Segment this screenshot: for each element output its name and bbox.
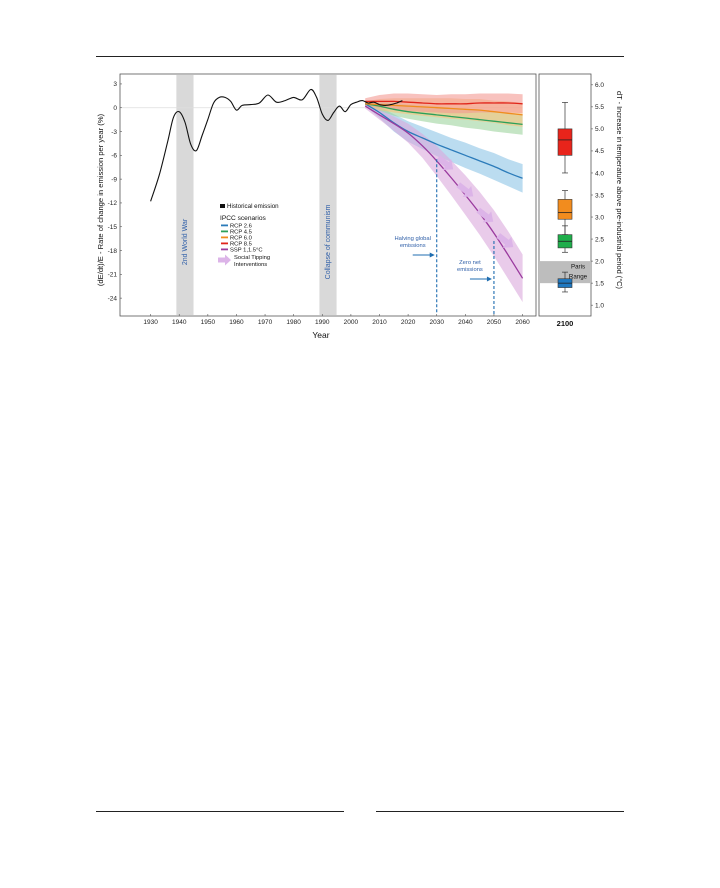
y-tick-label-8: -21	[108, 272, 118, 279]
halving-label-line2: emissions	[400, 243, 426, 249]
x-tick-label-0: 1930	[143, 319, 158, 326]
y-tick-label-3: -6	[111, 153, 117, 160]
temp-tick-label-6: 4.0	[595, 170, 604, 177]
box-0	[557, 102, 573, 174]
legend-swatch-0	[221, 224, 228, 227]
x-tick-label-5: 1980	[286, 319, 301, 326]
emissions-temperature-figure: 2nd World War Collapse of communism Halvi…	[96, 73, 624, 340]
tipping-arrow-3	[496, 233, 514, 248]
x-tick-label-6: 1990	[315, 319, 330, 326]
legend-tipping-label-2: Interventions	[234, 262, 267, 268]
temp-tick-label-8: 5.0	[595, 126, 604, 133]
legend-swatch-2	[221, 236, 228, 239]
legend-tipping-arrow	[218, 254, 231, 266]
shaded-period-1	[319, 75, 337, 315]
legend-label-3: RCP 8.5	[230, 242, 252, 248]
temp-tick-label-4: 3.0	[595, 214, 604, 221]
temp-tick-label-5: 3.5	[595, 192, 604, 199]
legend-swatch-4	[221, 248, 228, 251]
legend-swatch-1	[221, 230, 228, 233]
temp-tick-label-0: 1.0	[595, 302, 604, 309]
scenario-line-2	[365, 103, 523, 116]
zero-net-label-line2: emissions	[457, 267, 483, 273]
right-panel-x-label: 2100	[557, 319, 574, 328]
legend-scenarios-title: IPCC scenarios	[220, 215, 267, 222]
temp-tick-label-9: 5.5	[595, 104, 604, 111]
tipping-arrow-0	[436, 155, 454, 171]
y-tick-label-6: -15	[108, 224, 118, 231]
y-tick-label-2: -3	[111, 129, 117, 136]
y-tick-label-5: -12	[108, 200, 118, 207]
historical-emission-line	[150, 88, 403, 202]
box-3	[557, 271, 573, 293]
temp-tick-label-2: 2.0	[595, 258, 604, 265]
y-tick-label-0: 3	[113, 81, 117, 88]
right-y-axis-title: dT - Increase in temperature above pre-i…	[615, 91, 624, 289]
legend-swatch-3	[221, 242, 228, 245]
x-tick-label-11: 2040	[458, 319, 473, 326]
header-rule	[96, 56, 624, 57]
x-tick-label-12: 2050	[487, 319, 502, 326]
legend-label-4: SSP 1,1.5°C	[230, 248, 263, 254]
footer-rule-right	[376, 811, 624, 812]
scenario-line-1	[365, 103, 523, 126]
temp-tick-label-1: 1.5	[595, 280, 604, 287]
zero-net-arrow-head	[486, 276, 492, 282]
x-tick-label-9: 2020	[401, 319, 416, 326]
legend-label-2: RCP 6.0	[230, 236, 252, 242]
x-tick-label-13: 2060	[515, 319, 530, 326]
shaded-period-0	[176, 75, 194, 315]
temp-tick-label-3: 2.5	[595, 236, 604, 243]
tipping-arrow-1	[456, 182, 474, 197]
legend-label-0: RCP 2.6	[230, 224, 252, 230]
shaded-period-label-1: Collapse of communism	[325, 204, 332, 279]
y-tick-label-1: 0	[113, 105, 117, 112]
legend-historical-label: Historical emission	[227, 203, 279, 210]
scenario-line-0	[364, 103, 523, 179]
paris-range-label-1: Paris	[571, 264, 585, 271]
x-tick-label-10: 2030	[429, 319, 444, 326]
halving-arrow-head	[429, 252, 435, 258]
y-tick-label-7: -18	[108, 248, 118, 255]
left-y-axis-title: (dE/dt)/E - Rate of change in emission p…	[96, 113, 105, 286]
x-tick-label-8: 2010	[372, 319, 387, 326]
x-tick-label-4: 1970	[258, 319, 273, 326]
temp-tick-label-10: 6.0	[595, 82, 604, 89]
y-tick-label-9: -24	[108, 295, 118, 302]
y-tick-label-4: -9	[111, 176, 117, 183]
tipping-arrow-2	[476, 207, 494, 223]
temp-tick-label-7: 4.5	[595, 148, 604, 155]
x-tick-label-3: 1960	[229, 319, 244, 326]
footer-rule-left	[96, 811, 344, 812]
scenario-line-3	[365, 100, 523, 105]
x-tick-label-2: 1950	[201, 319, 216, 326]
paris-range-label-2: Range	[569, 274, 588, 281]
box-2	[557, 225, 573, 253]
zero-net-label-line1: Zero net	[459, 260, 481, 266]
x-tick-label-7: 2000	[344, 319, 359, 326]
x-axis-title: Year	[312, 330, 329, 340]
halving-label-line1: Halving global	[395, 236, 431, 242]
shaded-period-label-0: 2nd World War	[182, 218, 189, 265]
legend-label-1: RCP 4.5	[230, 230, 252, 236]
x-tick-label-1: 1940	[172, 319, 187, 326]
legend-historical-swatch	[220, 204, 225, 208]
legend-tipping-label-1: Social Tipping	[234, 255, 270, 261]
